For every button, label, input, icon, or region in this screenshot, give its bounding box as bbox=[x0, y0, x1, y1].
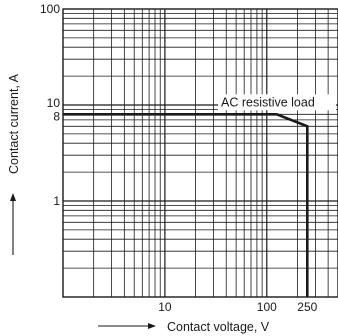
y-axis-arrowhead bbox=[10, 193, 16, 201]
x-tick-label: 100 bbox=[257, 300, 277, 314]
y-axis-title: Contact current, A bbox=[7, 73, 21, 255]
x-tick-label: 250 bbox=[297, 300, 317, 314]
y-axis-label: Contact current, A bbox=[7, 73, 21, 174]
series-layer bbox=[63, 113, 309, 297]
series-line bbox=[63, 113, 309, 297]
x-axis-title: Contact voltage, V bbox=[98, 320, 270, 334]
annotation-label: AC resistive load bbox=[221, 95, 315, 109]
y-tick-label: 8 bbox=[53, 109, 60, 123]
x-axis-label: Contact voltage, V bbox=[167, 320, 270, 334]
annotation-background bbox=[218, 94, 336, 111]
x-axis-arrowhead bbox=[148, 323, 156, 329]
y-tick-label: 1 bbox=[53, 194, 60, 208]
y-tick-label: 100 bbox=[40, 2, 60, 16]
plot-frame bbox=[62, 8, 338, 298]
y-tick-label: 10 bbox=[47, 96, 61, 110]
x-tick-label: 10 bbox=[158, 300, 172, 314]
